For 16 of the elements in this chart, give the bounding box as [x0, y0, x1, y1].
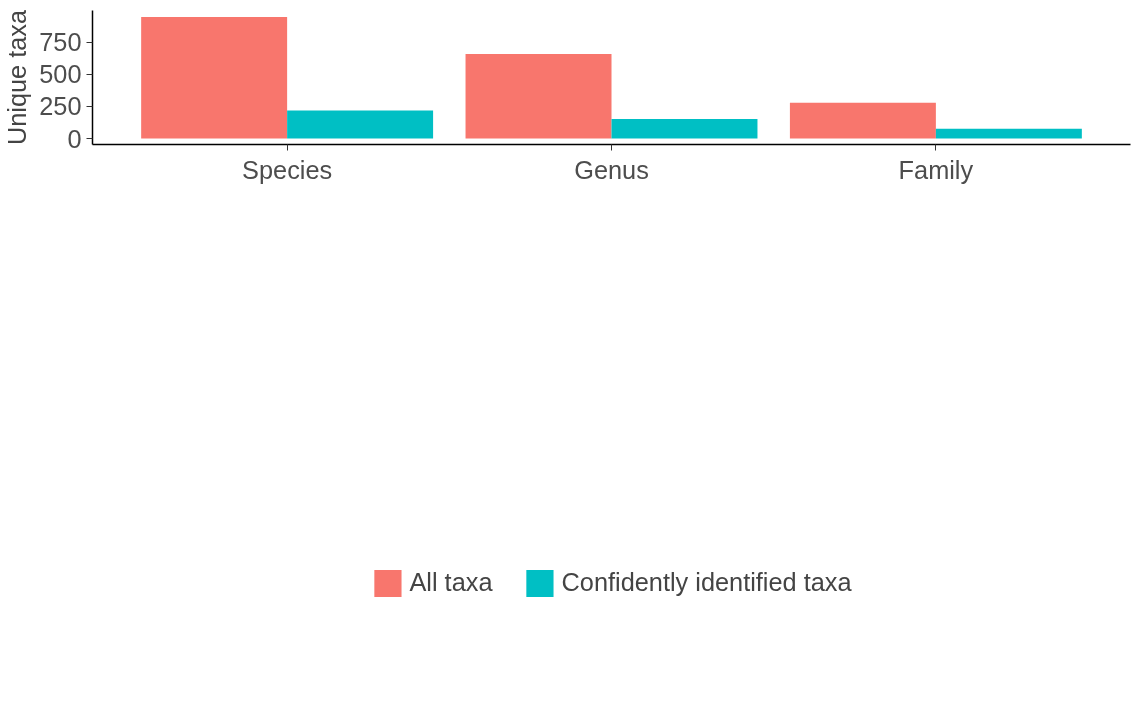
y-tick-label: 250	[39, 92, 82, 121]
y-tick-label: 750	[39, 28, 82, 57]
legend-label: Confidently identified taxa	[561, 568, 852, 597]
x-tick-label: Species	[242, 155, 333, 184]
x-tick-label: Genus	[574, 155, 649, 184]
bar	[611, 118, 758, 139]
bar	[287, 110, 434, 139]
bar	[465, 53, 612, 139]
bar	[789, 102, 936, 139]
x-tick-label: Family	[898, 155, 974, 184]
bar	[141, 16, 288, 139]
bar	[935, 128, 1082, 139]
legend-label: All taxa	[409, 568, 493, 597]
y-tick-label: 0	[67, 124, 82, 153]
y-tick-label: 500	[39, 60, 82, 89]
y-axis-title: Unique taxa	[3, 9, 32, 146]
